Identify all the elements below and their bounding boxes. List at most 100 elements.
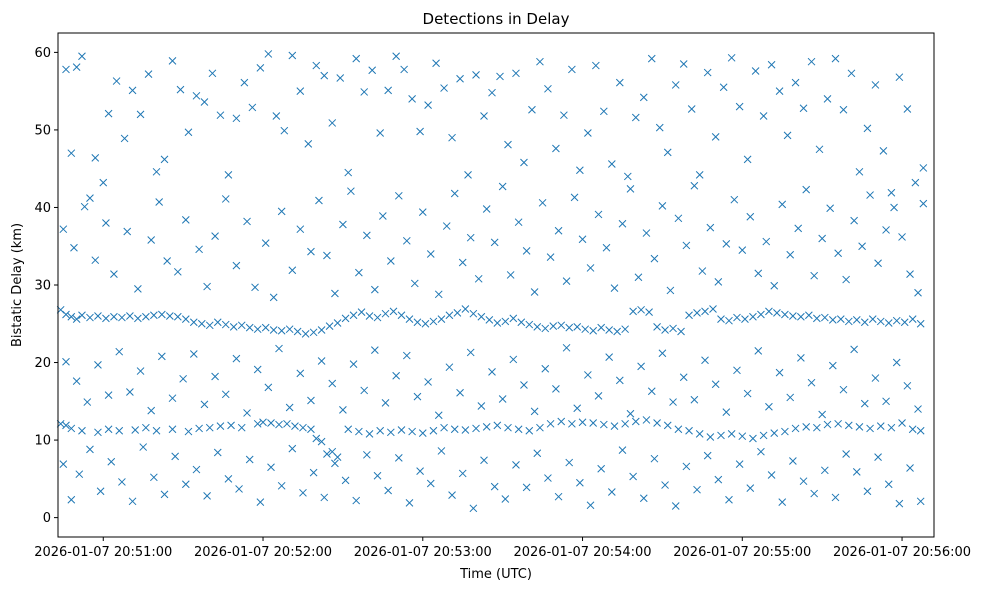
data-point bbox=[59, 225, 68, 234]
data-point bbox=[725, 316, 733, 325]
data-point bbox=[384, 86, 393, 95]
data-point bbox=[738, 432, 747, 441]
data-point bbox=[312, 434, 321, 443]
data-point bbox=[591, 61, 600, 70]
data-point bbox=[333, 319, 342, 327]
data-point bbox=[394, 454, 403, 462]
data-point bbox=[831, 493, 840, 502]
y-tick-label: 0 bbox=[43, 511, 51, 526]
data-point bbox=[157, 310, 166, 319]
data-point bbox=[914, 288, 922, 297]
data-point bbox=[408, 95, 416, 103]
data-point bbox=[504, 140, 512, 149]
data-point bbox=[272, 112, 281, 120]
data-point bbox=[706, 223, 715, 232]
data-point bbox=[168, 394, 177, 403]
data-point bbox=[674, 214, 683, 223]
data-point bbox=[770, 429, 779, 437]
data-point bbox=[402, 236, 411, 245]
data-point bbox=[461, 305, 470, 313]
data-point bbox=[842, 275, 850, 284]
data-point bbox=[355, 427, 363, 436]
data-point bbox=[336, 74, 345, 82]
data-point bbox=[850, 216, 858, 225]
data-point bbox=[597, 323, 606, 332]
data-point bbox=[509, 355, 518, 364]
data-point bbox=[152, 167, 161, 176]
data-point bbox=[586, 264, 595, 272]
data-point bbox=[754, 269, 763, 278]
data-point bbox=[573, 323, 582, 331]
data-point bbox=[67, 149, 76, 158]
data-point bbox=[581, 325, 590, 334]
data-point bbox=[248, 103, 257, 112]
data-point bbox=[477, 402, 486, 410]
data-point bbox=[610, 284, 619, 292]
data-point bbox=[602, 243, 611, 252]
data-point bbox=[299, 488, 307, 497]
data-point bbox=[243, 217, 251, 226]
data-point bbox=[514, 218, 523, 227]
data-point bbox=[304, 140, 313, 148]
data-point bbox=[323, 450, 331, 458]
data-point bbox=[461, 426, 470, 434]
data-point bbox=[711, 380, 720, 389]
data-point bbox=[642, 416, 651, 424]
data-point bbox=[421, 319, 430, 328]
data-point bbox=[621, 419, 629, 428]
data-point bbox=[557, 417, 566, 426]
data-point bbox=[533, 323, 542, 331]
data-point bbox=[413, 392, 422, 401]
data-point bbox=[456, 388, 464, 397]
data-point bbox=[727, 53, 736, 62]
data-point bbox=[293, 327, 302, 336]
data-point bbox=[477, 312, 486, 321]
data-point bbox=[671, 81, 680, 89]
data-point bbox=[482, 423, 491, 431]
data-point bbox=[818, 234, 827, 243]
x-tick-label: 2026-01-07 20:56:00 bbox=[833, 545, 971, 560]
data-point bbox=[429, 426, 438, 435]
data-point bbox=[424, 378, 432, 386]
data-point bbox=[118, 313, 126, 322]
data-point bbox=[408, 427, 416, 436]
data-point bbox=[325, 322, 334, 330]
data-point bbox=[605, 353, 614, 361]
data-point bbox=[394, 191, 403, 200]
data-point bbox=[552, 144, 560, 153]
data-point bbox=[426, 250, 435, 258]
data-point bbox=[522, 483, 531, 492]
data-point bbox=[879, 147, 888, 155]
data-point bbox=[903, 105, 912, 113]
y-tick-label: 20 bbox=[34, 356, 51, 371]
data-point bbox=[844, 317, 853, 326]
data-point bbox=[296, 225, 305, 234]
data-point bbox=[344, 168, 353, 177]
data-point bbox=[458, 258, 467, 267]
data-point bbox=[703, 68, 712, 77]
data-point bbox=[405, 499, 414, 507]
data-point bbox=[757, 310, 765, 319]
data-point bbox=[631, 113, 640, 122]
data-point bbox=[589, 326, 598, 335]
data-point bbox=[256, 64, 265, 72]
data-point bbox=[267, 419, 275, 427]
data-point bbox=[440, 423, 448, 432]
data-point bbox=[229, 323, 238, 331]
data-point bbox=[536, 57, 544, 66]
data-point bbox=[381, 309, 390, 318]
data-point bbox=[797, 354, 805, 362]
data-point bbox=[615, 78, 624, 87]
data-point bbox=[115, 426, 124, 435]
data-point bbox=[916, 497, 925, 506]
data-point bbox=[224, 474, 233, 483]
data-point bbox=[749, 312, 757, 321]
data-point bbox=[576, 478, 584, 487]
data-point bbox=[607, 160, 616, 168]
data-point bbox=[317, 357, 326, 365]
data-point bbox=[797, 312, 805, 321]
data-point bbox=[277, 326, 286, 335]
data-point bbox=[876, 422, 885, 430]
data-point bbox=[794, 224, 803, 233]
data-point bbox=[221, 390, 230, 399]
